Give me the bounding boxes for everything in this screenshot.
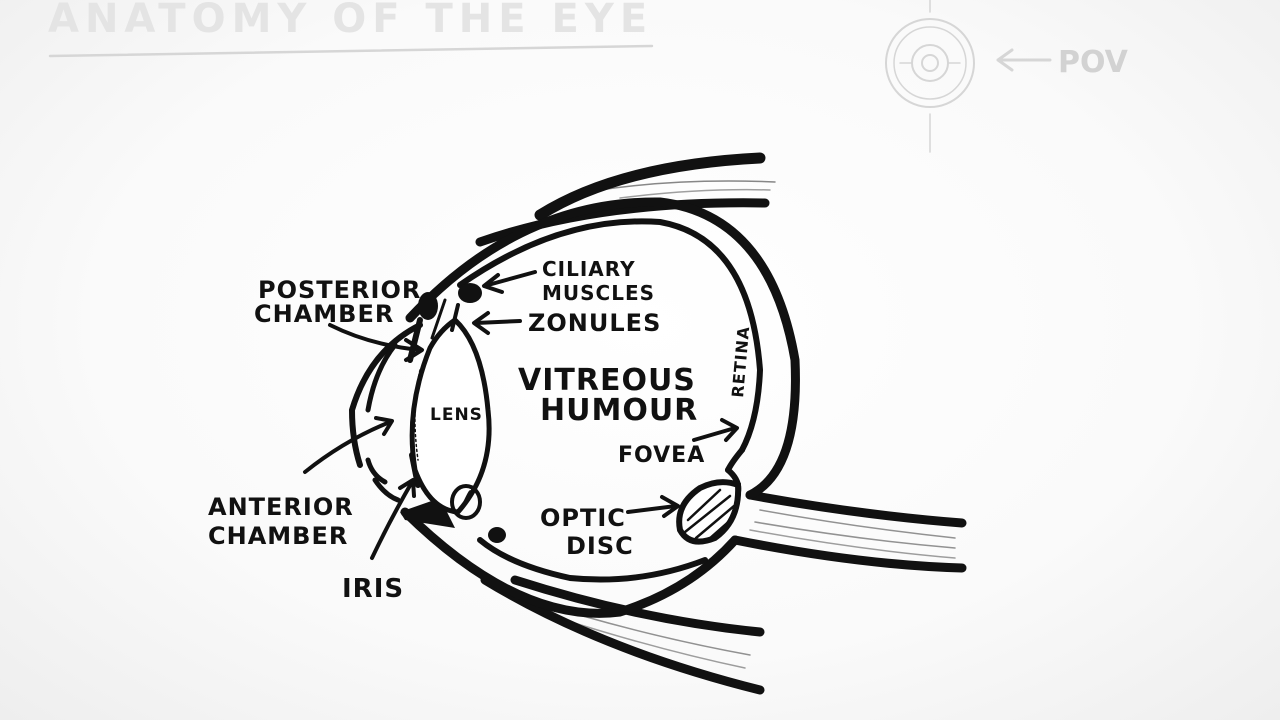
zonules — [430, 298, 482, 520]
labels: POSTERIOR CHAMBER CILIARY MUSCLES ZONULE… — [208, 257, 753, 604]
label-zonules: ZONULES — [528, 309, 661, 337]
arrow-fovea-icon — [692, 418, 739, 442]
label-optic-line1: OPTIC — [540, 504, 626, 532]
title-group: ANATOMY OF THE EYE — [48, 0, 654, 58]
title-underline — [48, 44, 654, 58]
arrow-zonules-icon — [472, 311, 522, 335]
upper-eye-muscle — [475, 152, 776, 247]
label-posterior-chamber-line2: CHAMBER — [254, 300, 394, 328]
pov-eye-icon — [885, 0, 975, 153]
label-retina: RETINA — [728, 325, 753, 398]
cornea — [349, 322, 423, 503]
pov-arrow-icon — [996, 48, 1052, 72]
label-fovea: FOVEA — [618, 443, 705, 468]
arrow-optic-disc-icon — [626, 495, 680, 518]
sclera — [400, 197, 800, 618]
label-ciliary-line1: CILIARY — [542, 257, 636, 281]
label-anterior-chamber-line2: CHAMBER — [208, 522, 348, 550]
arrow-posterior-chamber-icon — [328, 323, 424, 362]
arrow-ciliary-icon — [482, 270, 537, 294]
retina-layer — [457, 218, 763, 453]
fovea-pit — [725, 447, 745, 473]
label-ciliary-line2: MUSCLES — [542, 281, 655, 305]
optic-nerve — [730, 490, 967, 573]
arrow-anterior-chamber-icon — [303, 416, 394, 474]
label-anterior-chamber-line1: ANTERIOR — [208, 493, 354, 521]
arrow-iris-icon — [370, 478, 416, 560]
label-vitreous-line1: VITREOUS — [518, 363, 696, 398]
pov-label: POV — [1058, 45, 1129, 80]
label-iris: IRIS — [342, 574, 404, 604]
annotation-arrows — [303, 270, 739, 560]
label-posterior-chamber-line1: POSTERIOR — [258, 276, 421, 304]
optic-disc — [676, 479, 742, 545]
label-lens: LENS — [430, 405, 483, 425]
label-vitreous-line2: HUMOUR — [540, 393, 698, 428]
label-optic-line2: DISC — [566, 532, 634, 560]
diagram-title: ANATOMY OF THE EYE — [48, 0, 653, 42]
